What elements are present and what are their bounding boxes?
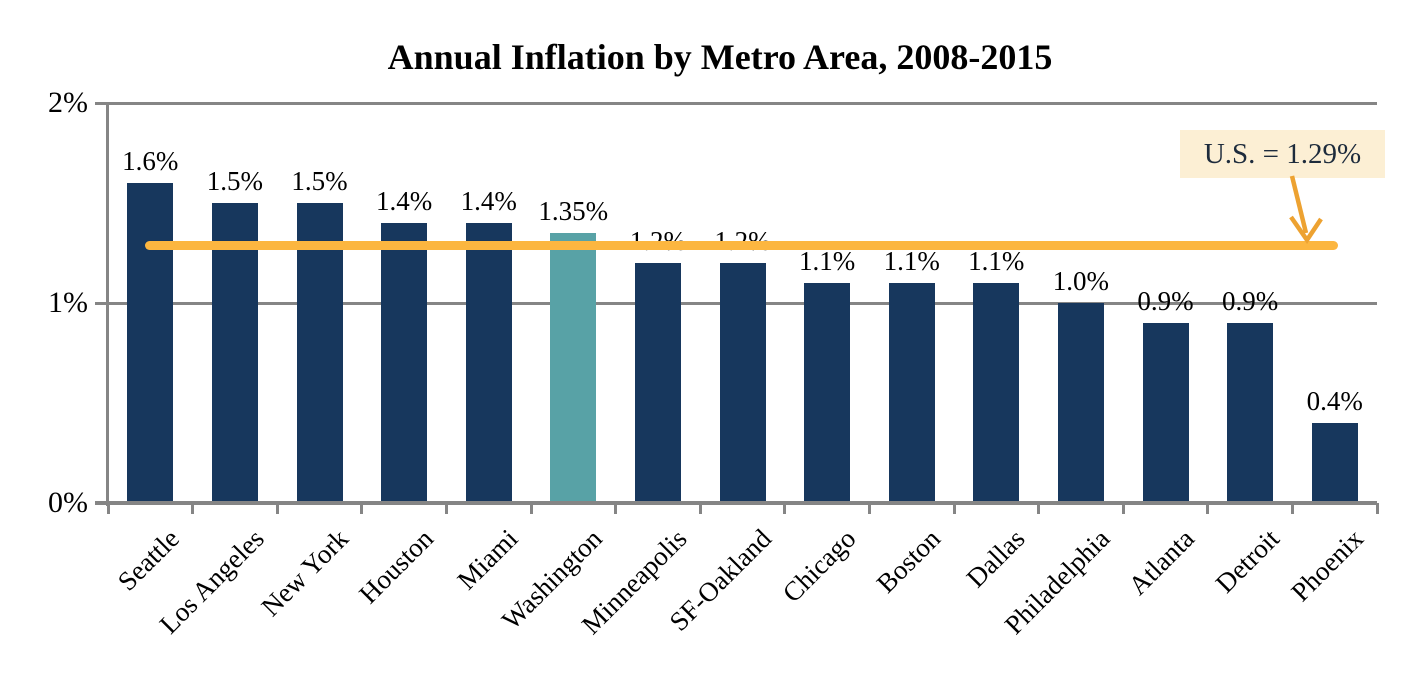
bar-Miami <box>465 223 512 503</box>
us-average-callout-label: U.S. = 1.29% <box>1203 138 1362 170</box>
bar-value-label: 1.35% <box>538 196 609 226</box>
bar-Minneapolis <box>634 263 681 503</box>
category-label-Seattle: Seattle <box>111 523 185 597</box>
x-axis-tick <box>529 503 533 514</box>
bar-value-label: 1.1% <box>883 246 940 276</box>
y-axis-line <box>106 103 109 506</box>
bar-Chicago <box>804 283 851 503</box>
x-axis-tick <box>698 503 702 514</box>
bar-Phoenix <box>1311 423 1358 503</box>
bar-Boston <box>888 283 935 503</box>
callout-arrow-icon <box>1289 175 1323 244</box>
bar-Atlanta <box>1142 323 1189 503</box>
x-axis-line <box>95 501 1377 505</box>
category-label-Chicago: Chicago <box>776 523 862 609</box>
bar-Washington <box>550 233 597 503</box>
bar-value-label: 1.6% <box>122 146 179 176</box>
category-label-Dallas: Dallas <box>960 523 1031 594</box>
x-axis-tick <box>867 503 871 514</box>
bar-value-label: 1.0% <box>1052 266 1110 296</box>
x-axis-tick <box>783 503 787 514</box>
bar-value-label: 1.1% <box>968 246 1025 276</box>
y-axis-tick-label: 1% <box>48 286 88 319</box>
y-axis-tick-label: 0% <box>48 486 88 519</box>
category-label-Atlanta: Atlanta <box>1122 523 1201 601</box>
x-axis-tick <box>444 503 448 514</box>
x-axis-tick <box>1375 503 1379 514</box>
bar-value-label: 0.9% <box>1221 286 1279 316</box>
bar-Los Angeles <box>211 203 258 503</box>
bar-New York <box>296 203 343 503</box>
x-axis-tick <box>1206 503 1210 514</box>
x-axis-tick <box>1121 503 1125 514</box>
category-label-Detroit: Detroit <box>1209 523 1285 599</box>
category-label-Boston: Boston <box>870 523 947 599</box>
x-axis-tick <box>1290 503 1294 514</box>
gridline-2% <box>95 101 1377 105</box>
bar-value-label: 1.5% <box>206 166 264 196</box>
x-axis-tick <box>360 503 364 514</box>
us-average-callout: U.S. = 1.29% <box>1180 130 1385 178</box>
x-axis-tick <box>191 503 195 514</box>
category-label-Houston: Houston <box>352 523 439 610</box>
bar-SF-Oakland <box>719 263 766 503</box>
category-label-Phoenix: Phoenix <box>1285 523 1370 608</box>
bar-value-label: 1.5% <box>291 166 348 196</box>
x-axis-tick <box>275 503 279 514</box>
bar-value-label: 1.4% <box>375 186 433 216</box>
us-average-reference-line <box>145 240 1338 250</box>
x-axis-tick <box>614 503 618 514</box>
bar-value-label: 0.4% <box>1306 386 1363 416</box>
y-axis-tick-label: 2% <box>48 86 88 119</box>
bar-Dallas <box>973 283 1020 503</box>
bar-Detroit <box>1227 323 1274 503</box>
bar-Seattle <box>127 183 174 503</box>
x-axis-tick <box>952 503 956 514</box>
category-label-New York: New York <box>255 523 355 622</box>
bar-value-label: 0.9% <box>1137 286 1194 316</box>
bar-Houston <box>381 223 428 503</box>
chart-title: Annual Inflation by Metro Area, 2008-201… <box>387 37 1053 77</box>
x-axis-tick <box>106 503 110 514</box>
bar-value-label: 1.4% <box>460 186 517 216</box>
bar-Philadelphia <box>1057 303 1104 503</box>
bar-value-label: 1.1% <box>798 246 856 276</box>
x-axis-tick <box>1037 503 1041 514</box>
category-label-Miami: Miami <box>451 523 524 596</box>
